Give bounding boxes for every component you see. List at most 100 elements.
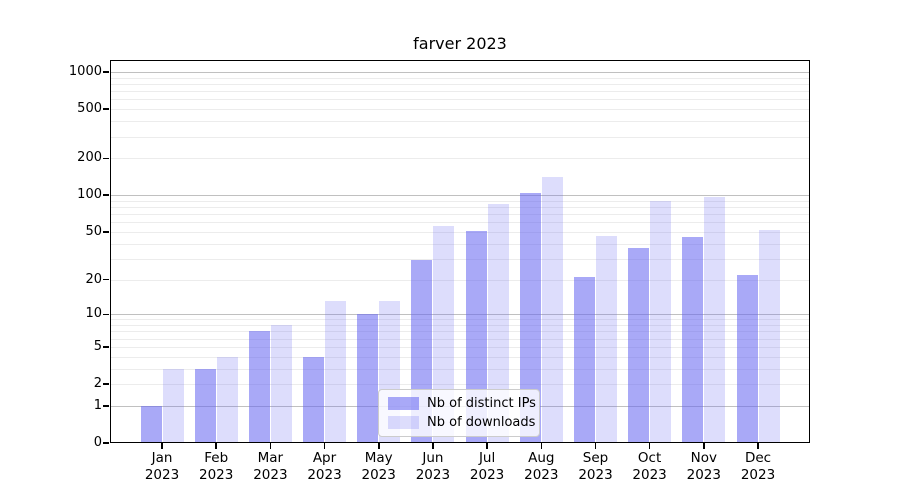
x-axis-label: Jul 2023 [469, 450, 505, 483]
legend-item-downloads: Nb of downloads [388, 415, 539, 430]
x-axis-tick-mark [648, 443, 651, 449]
y-axis-tick-label: 500 [77, 101, 102, 117]
gridline-minor [110, 200, 810, 202]
bar-downloads [704, 197, 726, 443]
y-axis-tick-label: 2 [93, 376, 102, 391]
chart-title: farver 2023 [413, 34, 507, 53]
x-axis-tick-mark [323, 443, 326, 449]
bar-downloads [487, 203, 509, 443]
grid-layer [110, 60, 810, 443]
gridline-minor [110, 368, 810, 370]
legend-item-distinct-ips: Nb of distinct IPs [388, 396, 539, 411]
gridline-minor [110, 91, 810, 93]
y-axis-tick-label: 1 [93, 397, 102, 413]
bar-downloads [325, 301, 346, 443]
gridline-minor [110, 346, 810, 348]
bar-distinct-ips [736, 274, 758, 443]
gridline-minor [110, 243, 810, 245]
gridline-minor [110, 331, 810, 333]
x-axis-tick-mark [269, 443, 272, 449]
x-axis-label: May 2023 [361, 450, 396, 483]
x-axis-label: Feb 2023 [199, 450, 234, 483]
x-axis-tick-mark [540, 443, 542, 449]
x-axis-tick-mark [432, 443, 434, 449]
y-axis-tick-label: 10 [85, 306, 102, 322]
gridline-minor [110, 356, 810, 358]
bar-distinct-ips [140, 405, 162, 443]
bar-distinct-ips [519, 192, 541, 443]
bar-downloads [270, 325, 292, 443]
y-axis-tick-label: 1000 [68, 64, 102, 79]
legend-label-downloads: Nb of downloads [427, 415, 536, 430]
x-axis-tick-mark [703, 443, 705, 449]
x-axis-label: Aug 2023 [524, 450, 559, 483]
y-axis-tick-label: 100 [77, 187, 102, 203]
bar-downloads [433, 225, 455, 443]
legend-swatch-distinct-ips-icon [388, 397, 419, 410]
y-axis-tick-mark [103, 405, 109, 407]
bar-distinct-ips [357, 314, 379, 443]
bar-distinct-ips [682, 237, 704, 443]
y-axis-tick-mark [103, 346, 109, 348]
x-axis-label: Sep 2023 [578, 450, 613, 483]
y-axis-tick-label: 20 [85, 271, 102, 287]
y-axis-tick-mark [103, 231, 109, 233]
y-axis-tick-mark [103, 157, 109, 159]
gridline-minor [110, 136, 810, 138]
bar-downloads [758, 229, 780, 443]
gridline-minor [110, 207, 810, 208]
legend: Nb of distinct IPs Nb of downloads [378, 389, 540, 437]
y-axis-tick-mark [103, 108, 109, 110]
x-axis-label: Jun 2023 [415, 450, 451, 483]
y-axis-tick-label: 5 [93, 338, 102, 354]
gridline-minor [110, 338, 810, 340]
bar-distinct-ips [574, 277, 595, 443]
y-axis-tick-mark [103, 278, 109, 281]
gridline-major [110, 195, 810, 197]
gridline-minor [110, 109, 810, 111]
gridline-minor [110, 279, 810, 281]
x-axis-tick-mark [486, 443, 488, 449]
x-axis-label: Dec 2023 [740, 450, 776, 483]
bar-distinct-ips [194, 368, 216, 443]
y-axis-tick-mark [103, 442, 109, 444]
gridline-minor [110, 231, 810, 233]
gridline-minor [110, 384, 810, 385]
bar-downloads [650, 200, 672, 443]
gridline-minor [110, 121, 810, 123]
gridline-minor [110, 84, 810, 85]
bar-distinct-ips [248, 331, 270, 443]
gridline-minor [110, 258, 810, 260]
x-axis-label: Mar 2023 [253, 450, 288, 483]
gridline-minor [110, 319, 810, 321]
x-axis-tick-mark [215, 443, 217, 449]
gridline-minor [110, 99, 810, 101]
bar-distinct-ips [628, 247, 650, 443]
gridline-minor [110, 325, 810, 326]
legend-label-distinct-ips: Nb of distinct IPs [427, 396, 536, 411]
x-axis-tick-mark [161, 443, 163, 449]
bar-distinct-ips [303, 356, 324, 443]
gridline-minor [110, 222, 810, 224]
gridline-minor [110, 158, 810, 160]
y-axis-tick-mark [103, 194, 109, 196]
y-axis-tick-mark [103, 71, 109, 73]
x-axis-label: Apr 2023 [307, 450, 342, 483]
bar-downloads [541, 177, 563, 443]
x-axis-label: Nov 2023 [686, 450, 721, 483]
x-axis-label: Oct 2023 [632, 450, 667, 483]
x-axis-tick-mark [378, 443, 380, 449]
x-axis-tick-mark [594, 443, 597, 449]
x-axis-tick-mark [757, 443, 759, 449]
y-axis-tick-label: 200 [77, 150, 102, 166]
bars-layer [110, 60, 810, 443]
bar-downloads [596, 236, 617, 443]
y-axis-tick-label: 0 [93, 435, 102, 450]
y-axis-tick-mark [103, 313, 109, 315]
x-axis-label: Jan 2023 [144, 450, 180, 483]
plot-area [110, 60, 810, 443]
gridline-major [110, 314, 810, 316]
gridline-minor [110, 214, 810, 216]
bar-downloads [162, 368, 184, 443]
